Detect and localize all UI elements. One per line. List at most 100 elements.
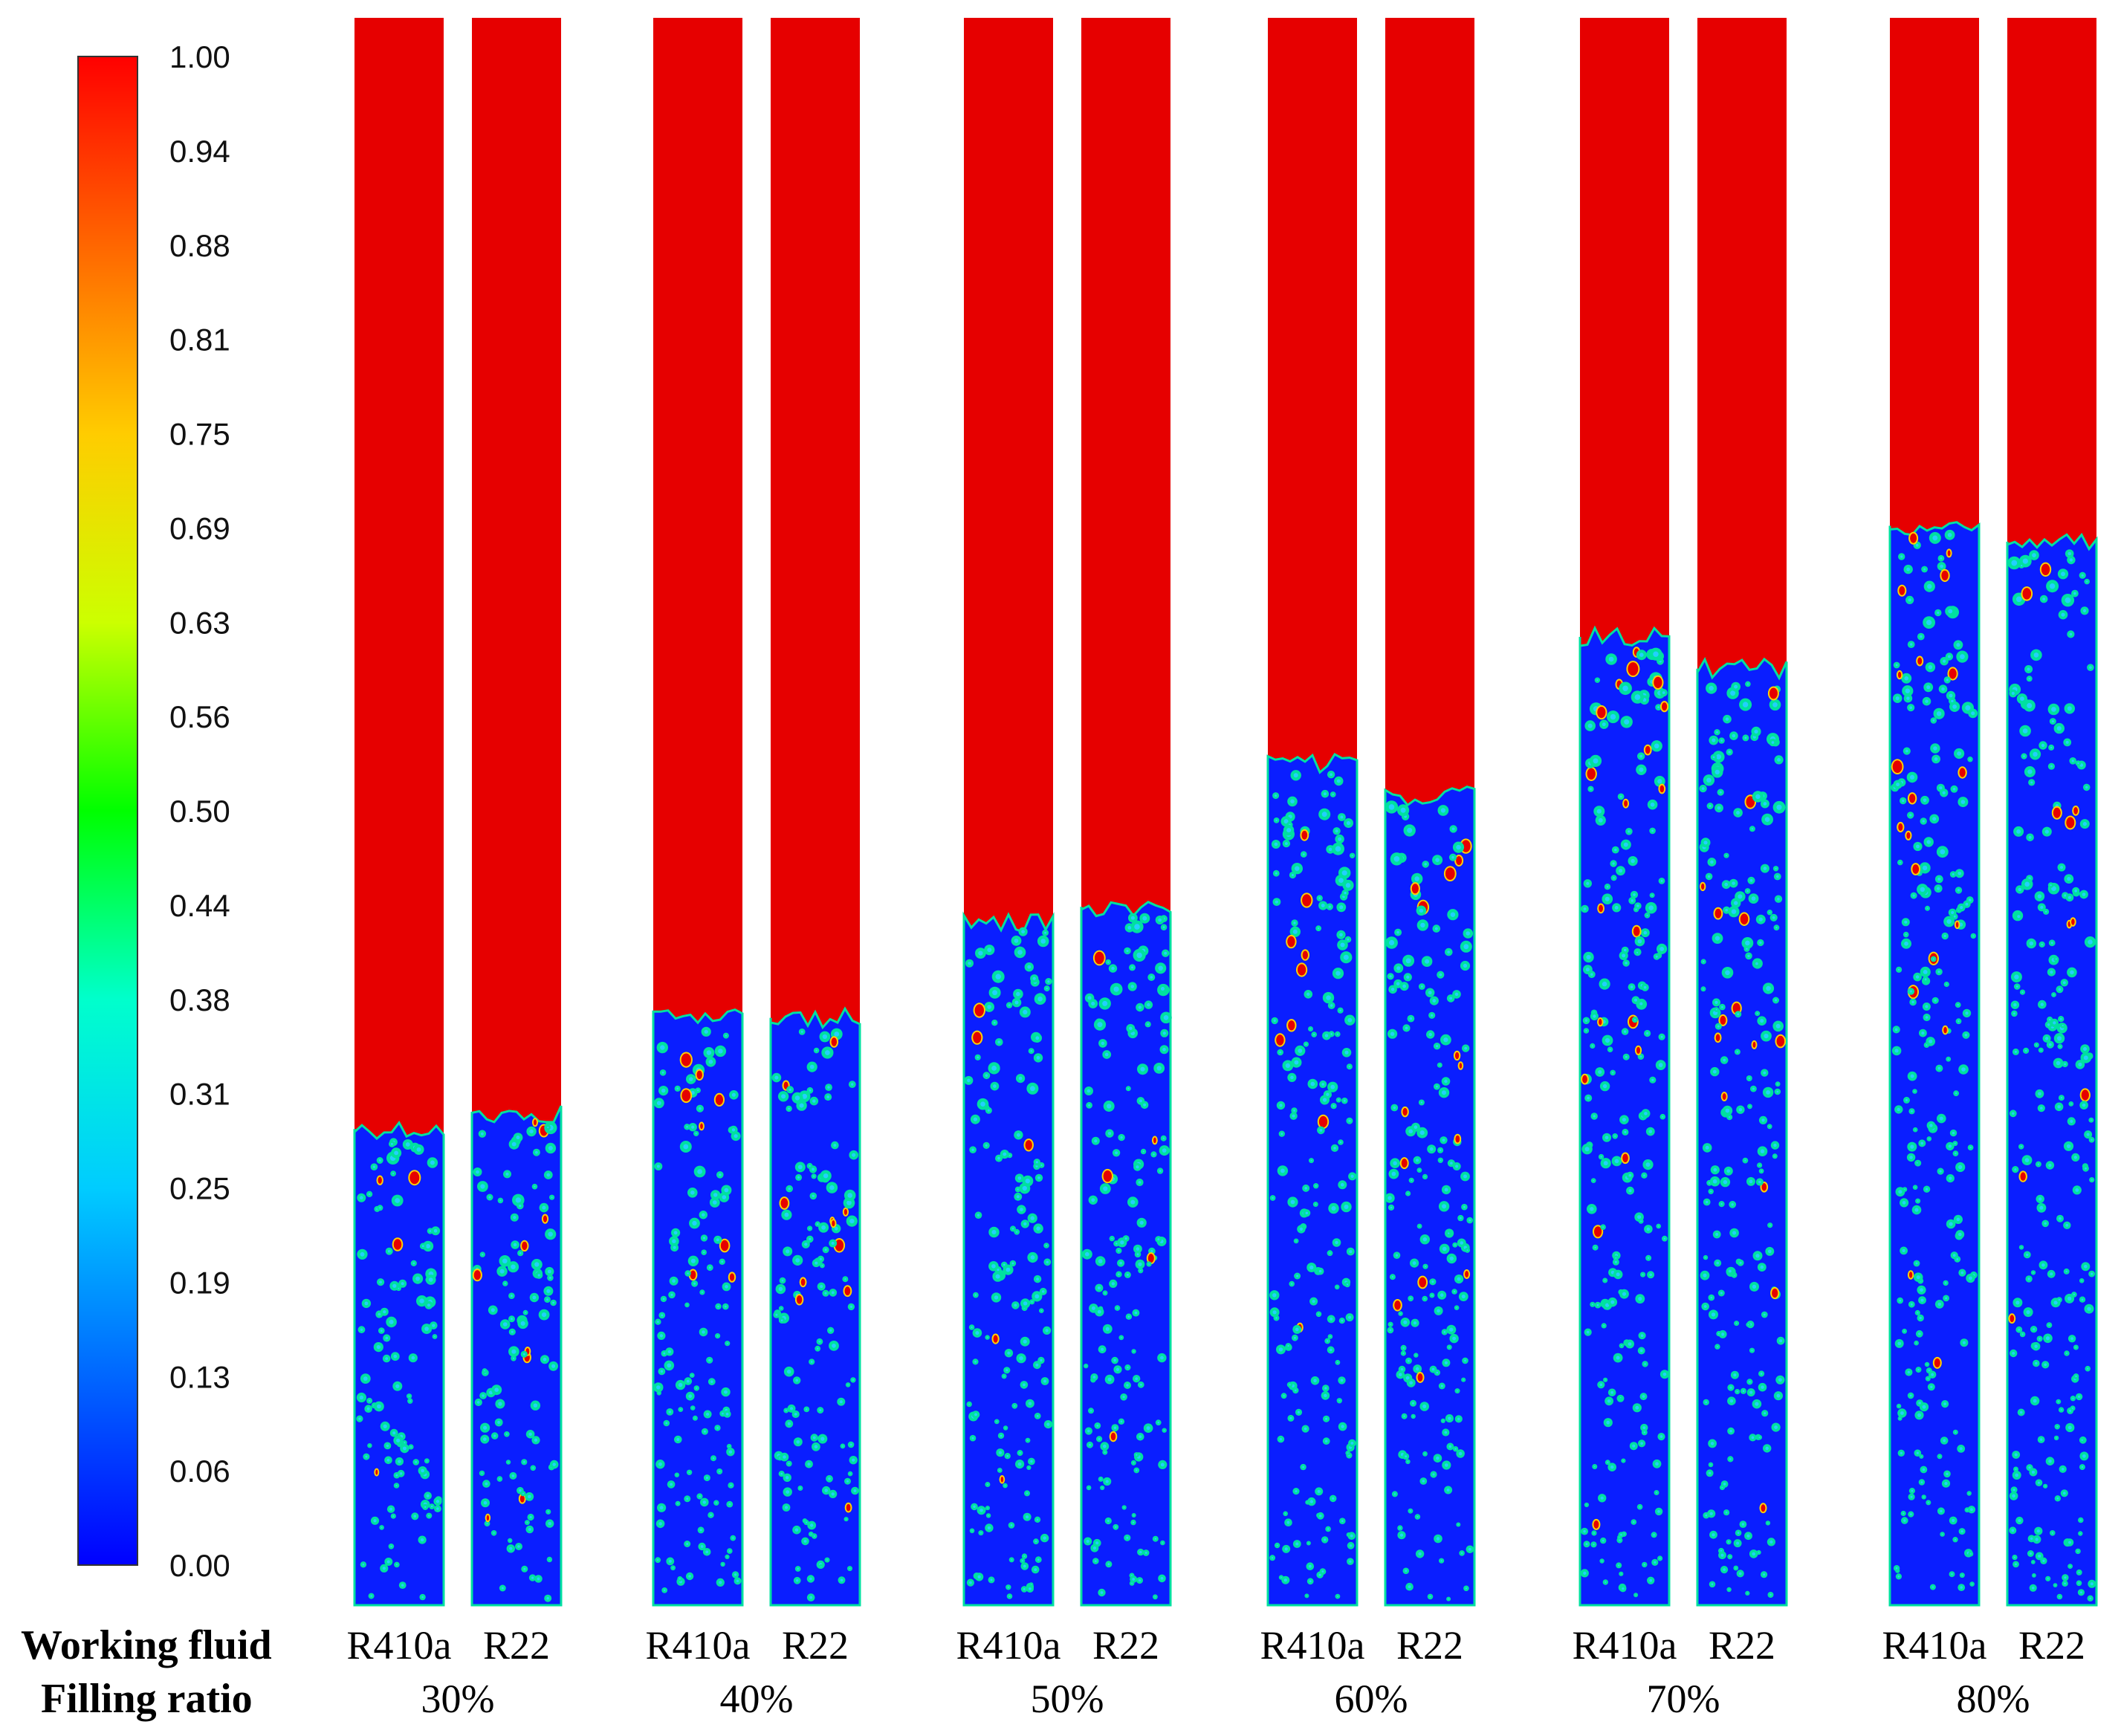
bubble bbox=[1006, 1454, 1008, 1457]
bubble bbox=[2010, 1315, 2015, 1323]
bubble bbox=[661, 1314, 664, 1317]
bubble bbox=[1286, 1520, 1290, 1524]
bubble bbox=[1929, 1039, 1933, 1043]
bubble bbox=[1720, 1202, 1723, 1205]
bubble bbox=[2015, 985, 2018, 988]
bubble bbox=[1127, 1087, 1130, 1089]
bubble bbox=[519, 1494, 525, 1503]
bubble bbox=[1751, 1350, 1753, 1352]
bubble bbox=[661, 1088, 666, 1093]
bubble bbox=[1909, 990, 1912, 993]
bubble bbox=[408, 1395, 410, 1397]
bubble bbox=[534, 1119, 537, 1126]
bubble bbox=[721, 1260, 723, 1263]
bubble bbox=[1046, 1422, 1050, 1426]
bubble bbox=[1733, 1373, 1737, 1377]
bubble bbox=[551, 1364, 556, 1368]
bubble bbox=[987, 1109, 990, 1112]
bubble bbox=[1649, 1273, 1652, 1277]
bubble bbox=[1594, 1246, 1596, 1248]
bubble bbox=[1662, 702, 1668, 711]
tube-50%-R22 bbox=[1080, 18, 1172, 1607]
bubble bbox=[2081, 1089, 2089, 1101]
bubble bbox=[795, 1379, 798, 1382]
bubble bbox=[1335, 846, 1341, 852]
bubble bbox=[1918, 1332, 1921, 1335]
bubble bbox=[1714, 769, 1720, 775]
bubble bbox=[1620, 1534, 1622, 1536]
bubble bbox=[1915, 1342, 1917, 1344]
bubble bbox=[672, 1279, 676, 1283]
bubble bbox=[1654, 743, 1659, 749]
bubble bbox=[360, 1328, 363, 1331]
bubble bbox=[1399, 1533, 1404, 1537]
bubble bbox=[1899, 1299, 1902, 1302]
bubble bbox=[1101, 1487, 1103, 1489]
bubble bbox=[1897, 1341, 1901, 1346]
bubble bbox=[1097, 1286, 1101, 1290]
bubble bbox=[1897, 1107, 1900, 1112]
bubble bbox=[368, 1399, 371, 1402]
bubble bbox=[2069, 1409, 2072, 1412]
bubble bbox=[1105, 1327, 1110, 1331]
bubble bbox=[1903, 1512, 1905, 1515]
bubble bbox=[1023, 1555, 1026, 1558]
bubble bbox=[1971, 1583, 1973, 1585]
bubble bbox=[853, 1489, 857, 1492]
bubble bbox=[1932, 719, 1935, 722]
bubble bbox=[1905, 749, 1908, 753]
bubble bbox=[1040, 939, 1046, 944]
bubble bbox=[980, 1532, 982, 1534]
bubble bbox=[1290, 1075, 1294, 1080]
bubble bbox=[2091, 1179, 2093, 1181]
bubble bbox=[1912, 864, 1920, 874]
bubble bbox=[1335, 829, 1338, 833]
bubble bbox=[1604, 896, 1610, 901]
bubble bbox=[812, 1099, 816, 1103]
bubble bbox=[481, 1472, 483, 1474]
bubble bbox=[1163, 1015, 1169, 1020]
bubble bbox=[1952, 788, 1956, 791]
bubble bbox=[1606, 885, 1609, 888]
bubble bbox=[511, 1318, 513, 1321]
bubble bbox=[1132, 1578, 1135, 1581]
ratio-label: 30% bbox=[421, 1677, 495, 1721]
bubble bbox=[1720, 739, 1723, 742]
bubble bbox=[1412, 1261, 1416, 1265]
bubble bbox=[1442, 1090, 1446, 1095]
bubble bbox=[1415, 1354, 1417, 1356]
bubble bbox=[1920, 887, 1925, 893]
bubble bbox=[794, 1528, 799, 1532]
bubble bbox=[405, 1142, 410, 1147]
bubble bbox=[435, 1500, 440, 1503]
bubble bbox=[1960, 1586, 1963, 1589]
bubble bbox=[1742, 1390, 1745, 1393]
bubble bbox=[1454, 1244, 1456, 1246]
bubble bbox=[1916, 1275, 1920, 1280]
bubble bbox=[2056, 1497, 2059, 1500]
bubble bbox=[421, 1596, 424, 1599]
bubble bbox=[547, 1269, 551, 1274]
bubble bbox=[1955, 1152, 1957, 1155]
bubble bbox=[1448, 1232, 1450, 1234]
bubble bbox=[1622, 1292, 1626, 1296]
bubble bbox=[1309, 1580, 1312, 1583]
bubble bbox=[1916, 1451, 1919, 1454]
bubble bbox=[1321, 812, 1327, 817]
bubble bbox=[1023, 1222, 1027, 1225]
bubble bbox=[1723, 1483, 1726, 1486]
bubble bbox=[658, 1392, 660, 1394]
fluid-label: R410a bbox=[1882, 1623, 1987, 1668]
bubble bbox=[2015, 1563, 2017, 1566]
bubble bbox=[810, 1533, 812, 1535]
bubble bbox=[1582, 1075, 1587, 1084]
bubble bbox=[1940, 849, 1946, 855]
bubble bbox=[656, 1385, 661, 1390]
bubble bbox=[1135, 1377, 1138, 1380]
bubble bbox=[846, 1503, 851, 1512]
bubble bbox=[1608, 656, 1614, 662]
bubble bbox=[2029, 1552, 2032, 1555]
bubble bbox=[1344, 892, 1347, 895]
bubble bbox=[1113, 1426, 1117, 1429]
bubble bbox=[2058, 988, 2062, 991]
